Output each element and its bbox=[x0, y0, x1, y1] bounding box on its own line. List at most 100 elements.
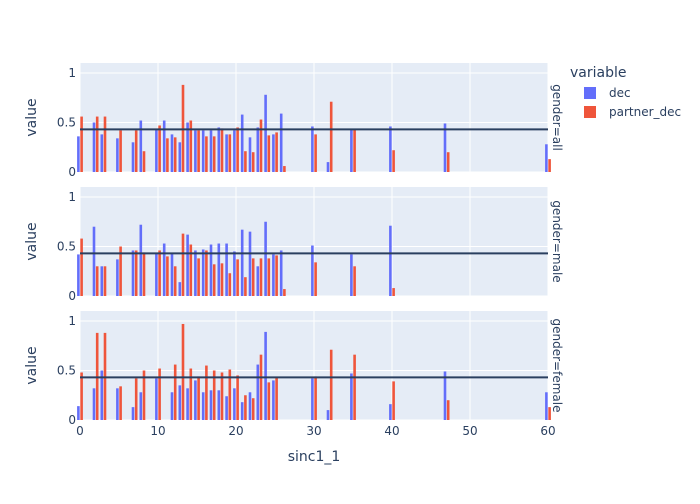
bar-partner-dec bbox=[251, 152, 255, 172]
bar-partner-dec bbox=[173, 266, 177, 296]
y-axis-title: value bbox=[24, 222, 40, 260]
bar-partner-dec bbox=[228, 134, 232, 172]
bar-dec bbox=[201, 130, 205, 172]
bar-dec bbox=[155, 378, 158, 420]
bar-dec bbox=[194, 250, 197, 296]
y-axis-title: value bbox=[24, 346, 40, 384]
bar-dec bbox=[209, 390, 213, 420]
bar-dec bbox=[272, 380, 275, 420]
bar-dec bbox=[350, 129, 353, 172]
bar-partner-dec bbox=[251, 398, 255, 420]
bar-dec bbox=[326, 410, 330, 420]
bar-partner-dec bbox=[119, 386, 122, 420]
x-tick-label: 60 bbox=[540, 424, 555, 438]
bar-dec bbox=[256, 266, 260, 296]
y-tick-label: 0.5 bbox=[57, 364, 76, 378]
y-tick-label: 0 bbox=[68, 165, 76, 179]
bar-partner-dec bbox=[275, 377, 278, 420]
bar-dec bbox=[350, 373, 353, 420]
bar-partner-dec bbox=[205, 250, 208, 296]
bar-partner-dec bbox=[166, 138, 169, 172]
bar-partner-dec bbox=[353, 354, 356, 420]
bar-dec bbox=[264, 331, 267, 420]
bar-dec bbox=[178, 385, 182, 420]
bar-dec bbox=[100, 370, 104, 420]
legend-label: partner_dec bbox=[609, 105, 681, 119]
bar-dec bbox=[162, 120, 166, 172]
bar-partner-dec bbox=[134, 250, 138, 296]
bar-partner-dec bbox=[220, 128, 224, 172]
bar-partner-dec bbox=[259, 119, 263, 172]
bar-dec bbox=[545, 144, 548, 172]
bar-partner-dec bbox=[189, 368, 193, 420]
y-axis-title: value bbox=[24, 98, 40, 136]
bar-dec bbox=[233, 251, 236, 296]
bar-dec bbox=[194, 130, 197, 172]
bar-dec bbox=[256, 364, 260, 420]
bar-dec bbox=[256, 127, 260, 172]
legend-label: dec bbox=[609, 86, 631, 100]
facet-label: gender=female bbox=[550, 319, 564, 413]
bar-dec bbox=[233, 130, 236, 172]
bar-partner-dec bbox=[446, 400, 450, 420]
bar-dec bbox=[186, 122, 189, 172]
bar-partner-dec bbox=[173, 364, 177, 420]
bar-partner-dec bbox=[353, 129, 356, 172]
bar-dec bbox=[225, 396, 228, 420]
bar-partner-dec bbox=[251, 258, 255, 296]
bar-partner-dec bbox=[103, 116, 107, 172]
x-tick-label: 20 bbox=[228, 424, 243, 438]
x-tick-label: 40 bbox=[384, 424, 399, 438]
bar-partner-dec bbox=[158, 368, 161, 420]
bar-partner-dec bbox=[119, 246, 122, 296]
bar-partner-dec bbox=[181, 323, 185, 420]
bar-partner-dec bbox=[392, 381, 395, 420]
facet-label: gender=male bbox=[550, 200, 564, 282]
bar-dec bbox=[186, 234, 189, 296]
bar-dec bbox=[186, 388, 189, 420]
bar-dec bbox=[545, 392, 548, 420]
bar-dec bbox=[155, 253, 158, 296]
bar-partner-dec bbox=[142, 151, 146, 172]
legend-swatch bbox=[584, 106, 596, 118]
bar-partner-dec bbox=[197, 258, 200, 296]
bar-dec bbox=[194, 380, 197, 420]
bar-dec bbox=[311, 378, 314, 420]
bar-partner-dec bbox=[189, 244, 193, 296]
bar-partner-dec bbox=[189, 120, 193, 172]
bar-partner-dec bbox=[95, 266, 99, 296]
bar-dec bbox=[264, 221, 267, 296]
bar-partner-dec bbox=[267, 258, 271, 296]
bar-dec bbox=[178, 142, 182, 172]
bar-partner-dec bbox=[392, 150, 395, 172]
bar-dec bbox=[77, 406, 80, 420]
bar-dec bbox=[178, 282, 182, 296]
bar-dec bbox=[139, 120, 143, 172]
bar-dec bbox=[240, 229, 244, 296]
bar-partner-dec bbox=[220, 372, 224, 420]
bar-dec bbox=[311, 126, 314, 172]
bar-partner-dec bbox=[212, 136, 216, 172]
bar-partner-dec bbox=[119, 130, 122, 172]
bar-dec bbox=[272, 134, 275, 172]
facet-label: gender=all bbox=[550, 84, 564, 151]
bar-partner-dec bbox=[95, 116, 99, 172]
bar-dec bbox=[139, 224, 143, 296]
bar-dec bbox=[170, 253, 174, 296]
bar-partner-dec bbox=[392, 288, 395, 296]
bar-dec bbox=[131, 142, 135, 172]
bar-partner-dec bbox=[353, 266, 356, 296]
bar-partner-dec bbox=[244, 395, 247, 420]
bar-partner-dec bbox=[142, 252, 146, 296]
bar-dec bbox=[217, 243, 221, 296]
bar-partner-dec bbox=[244, 151, 247, 172]
bar-partner-dec bbox=[259, 258, 263, 296]
bar-dec bbox=[225, 243, 228, 296]
bar-partner-dec bbox=[548, 407, 551, 420]
bar-partner-dec bbox=[166, 256, 169, 296]
bar-partner-dec bbox=[205, 136, 208, 172]
bar-partner-dec bbox=[244, 277, 247, 296]
legend-title: variable bbox=[570, 65, 626, 81]
legend-swatch bbox=[584, 87, 596, 99]
